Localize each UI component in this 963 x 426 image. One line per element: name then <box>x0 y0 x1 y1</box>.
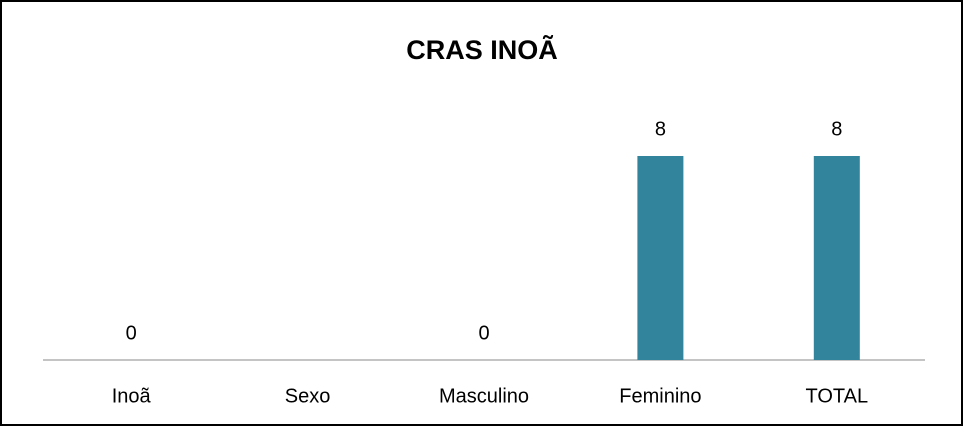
data-label: 0 <box>478 322 489 344</box>
x-tick-label: TOTAL <box>805 385 868 407</box>
chart-title: CRAS INOÃ <box>406 34 558 65</box>
data-label: 0 <box>126 322 137 344</box>
x-tick-label: Sexo <box>285 385 331 407</box>
data-label: 8 <box>655 118 666 140</box>
bar <box>813 156 860 360</box>
x-tick-label: Inoã <box>112 385 152 407</box>
data-label: 8 <box>831 118 842 140</box>
x-tick-label: Masculino <box>439 385 529 407</box>
bar <box>637 156 684 360</box>
x-tick-label: Feminino <box>619 385 701 407</box>
